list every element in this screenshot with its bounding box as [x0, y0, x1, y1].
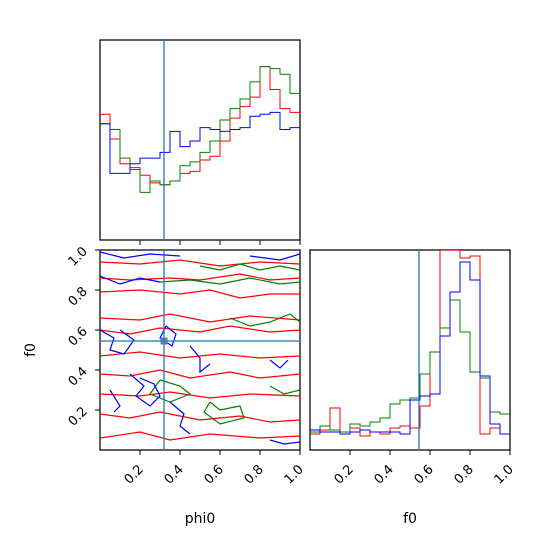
f0-x-tick-label-3: 0.8: [452, 462, 477, 487]
phi0-marginal-series: [100, 66, 300, 193]
joint-y-tick-label-1: 0.4: [66, 364, 91, 389]
joint-x-tick-label-2: 0.6: [202, 462, 227, 487]
f0-x-tick-label-2: 0.6: [412, 462, 437, 487]
joint-y-ticks: 0.2 0.4 0.6 0.8 1.0: [66, 244, 100, 429]
contour-0-2: [100, 289, 300, 299]
contour-0-4: [100, 325, 300, 335]
f0-x-tick-label-1: 0.4: [372, 462, 397, 487]
contour-1-3: [149, 379, 192, 403]
contour-2-9: [269, 359, 289, 369]
contour-2-5: [189, 345, 211, 374]
contour-2-3: [100, 329, 135, 355]
joint-x-tick-label-1: 0.4: [162, 462, 187, 487]
contour-1-0: [199, 263, 300, 271]
f0-x-tick-label-4: 1.0: [492, 462, 517, 487]
f0-marginal-frame: [309, 249, 511, 451]
joint-frame: [99, 249, 301, 451]
contour-2-8: [169, 401, 191, 435]
joint-contours: [100, 251, 300, 445]
contour-2-10: [269, 439, 300, 445]
joint-x-label: phi0: [185, 511, 216, 527]
contour-1-5: [269, 385, 300, 395]
phi0-hist-series-1: [100, 66, 300, 193]
contour-0-9: [100, 431, 300, 441]
f0-marginal-panel: 0.2 0.4 0.6 0.8 1.0 f0: [309, 249, 517, 527]
f0-marginal-series: [310, 250, 510, 437]
joint-truth-marker: [160, 337, 168, 345]
joint-y-tick-label-3: 0.8: [66, 284, 91, 309]
contour-2-0: [100, 251, 181, 259]
contour-0-1: [100, 273, 300, 281]
f0-marginal-x-ticks: 0.2 0.4 0.6 0.8 1.0: [332, 450, 517, 487]
f0-marginal-x-label: f0: [403, 511, 417, 527]
f0-hist-series-2: [310, 261, 510, 435]
joint-x-tick-label-3: 0.8: [242, 462, 267, 487]
contour-0-8: [100, 411, 300, 423]
phi0-marginal-panel: [99, 39, 301, 245]
contour-0-7: [100, 391, 300, 399]
contour-1-1: [159, 277, 300, 285]
contour-1-2: [229, 313, 300, 327]
contour-0-6: [100, 369, 300, 379]
contour-0-0: [100, 259, 300, 267]
f0-x-tick-label-0: 0.2: [332, 462, 357, 487]
joint-x-ticks: 0.2 0.4 0.6 0.8 1.0: [122, 450, 307, 487]
contour-1-4: [203, 401, 245, 425]
phi0-marginal-x-ticks: [139, 240, 301, 245]
joint-panel: 0.2 0.4 0.6 0.8 1.0 0.2 0.4 0.6 0.8 1.0 phi0 f0: [23, 244, 307, 527]
joint-y-label: f0: [23, 343, 39, 357]
joint-x-tick-label-4: 1.0: [282, 462, 307, 487]
contour-2-7: [109, 389, 121, 413]
phi0-hist-series-2: [100, 111, 300, 174]
contour-2-6: [129, 373, 161, 407]
contour-2-4: [159, 325, 177, 347]
contour-2-2: [100, 275, 161, 285]
joint-y-tick-label-0: 0.2: [66, 404, 91, 429]
contour-0-5: [100, 351, 300, 359]
f0-hist-series-1: [310, 299, 510, 433]
joint-x-tick-label-0: 0.2: [122, 462, 147, 487]
joint-y-tick-label-2: 0.6: [66, 324, 91, 349]
joint-y-tick-label-4: 1.0: [66, 244, 91, 269]
contour-2-1: [249, 253, 300, 261]
contour-0-3: [100, 313, 300, 323]
phi0-marginal-frame: [99, 39, 301, 241]
